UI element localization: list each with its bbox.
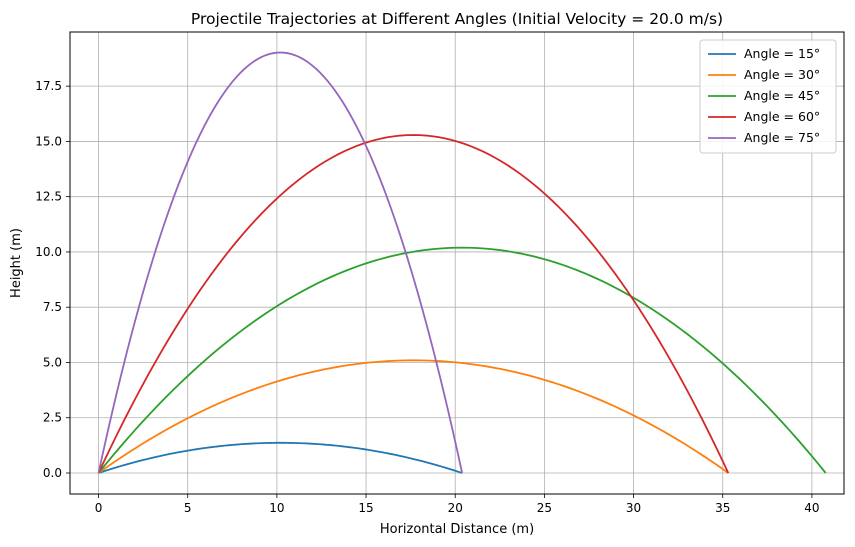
- x-tick-label: 20: [448, 501, 463, 515]
- chart-title: Projectile Trajectories at Different Ang…: [191, 10, 723, 28]
- x-tick-label: 10: [269, 501, 284, 515]
- axis-ticks: 0 5 10 15 20 25 30 35 40 0.0 2.5 5.0 7.5 10.0 12.5 15.0…: [35, 79, 819, 515]
- legend-label: Angle = 75°: [744, 130, 820, 145]
- legend: Angle = 15° Angle = 30° Angle = 45° Angle =…: [699, 39, 837, 154]
- trajectory-line: [98, 441, 463, 474]
- legend-label: Angle = 45°: [744, 88, 820, 103]
- legend-label: Angle = 30°: [744, 67, 820, 82]
- x-tick-label: 25: [537, 501, 552, 515]
- trajectory-line: [97, 134, 730, 474]
- plot-area: [69, 31, 845, 495]
- y-axis-label: Height (m): [9, 228, 24, 298]
- y-tick-label: 7.5: [43, 300, 62, 314]
- x-tick-label: 5: [184, 501, 192, 515]
- y-tick-label: 2.5: [43, 411, 62, 425]
- x-tick-label: 15: [358, 501, 373, 515]
- x-tick-label: 35: [715, 501, 730, 515]
- y-tick-label: 12.5: [35, 190, 62, 204]
- series-lines: [97, 51, 827, 474]
- grid: [70, 32, 844, 494]
- x-tick-label: 30: [626, 501, 641, 515]
- trajectory-line: [98, 359, 729, 474]
- trajectory-line: [97, 246, 827, 474]
- legend-label: Angle = 60°: [744, 109, 820, 124]
- x-tick-label: 40: [804, 501, 819, 515]
- y-tick-label: 15.0: [35, 134, 62, 148]
- trajectory-line: [97, 51, 463, 474]
- legend-label: Angle = 15°: [744, 46, 820, 61]
- x-tick-label: 0: [95, 501, 103, 515]
- y-tick-label: 0.0: [43, 466, 62, 480]
- y-tick-label: 5.0: [43, 355, 62, 369]
- legend-box: [699, 39, 837, 154]
- y-tick-label: 17.5: [35, 79, 62, 93]
- y-tick-label: 10.0: [35, 245, 62, 259]
- x-axis-label: Horizontal Distance (m): [380, 522, 534, 537]
